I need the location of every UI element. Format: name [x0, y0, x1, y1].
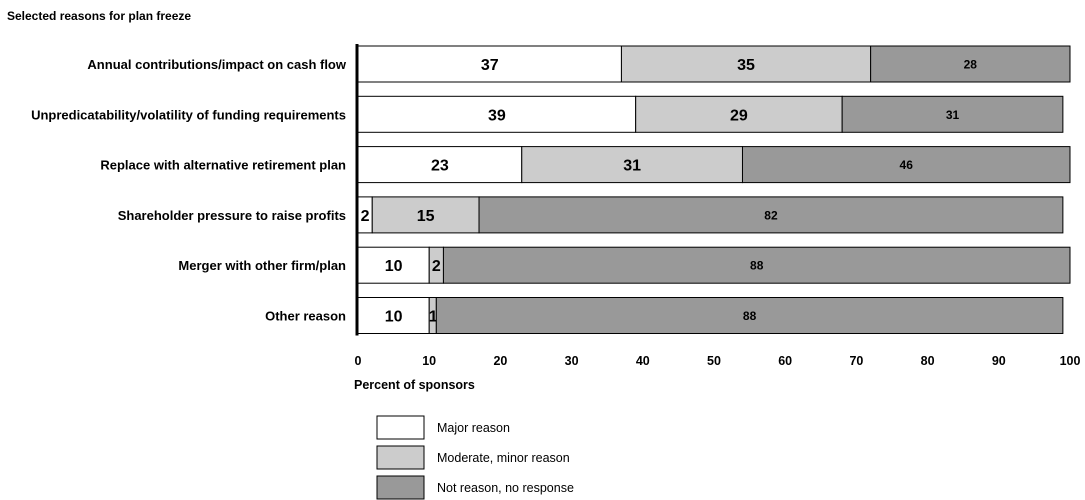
legend-label: Major reason: [437, 421, 510, 435]
legend-swatch: [376, 445, 425, 470]
data-label: 29: [730, 107, 748, 124]
category-label: Unpredicatability/volatility of funding …: [31, 107, 346, 122]
data-label: 10: [385, 309, 403, 326]
x-tick-label: 30: [565, 354, 579, 368]
bars-group: 37 35 28 39 29 31 23 31 46 2 15 82 10 2 88 10 1 88: [357, 45, 1071, 334]
bar-segment-not-reason: [442, 246, 1071, 284]
data-label: 31: [623, 158, 641, 175]
x-tick-labels-group: 0 10 20 30 40 50 60 70 80 90 100: [355, 354, 1081, 368]
bar-segment-not-reason: [435, 297, 1064, 334]
x-tick-label: 40: [636, 354, 650, 368]
data-label: 23: [431, 158, 449, 175]
x-tick-label: 50: [707, 354, 721, 368]
data-label: 15: [417, 208, 435, 225]
x-tick-label: 90: [992, 354, 1006, 368]
bar-segment-major: [357, 45, 622, 83]
bar-segment-not-reason: [870, 45, 1071, 83]
bar-segment-moderate: [635, 95, 843, 133]
x-tick-label: 10: [422, 354, 436, 368]
category-labels-group: Annual contributions/impact on cash flow…: [31, 57, 347, 324]
data-label: 10: [385, 258, 403, 275]
category-label: Replace with alternative retirement plan: [100, 158, 346, 173]
legend-swatch: [376, 415, 425, 440]
data-label: 46: [900, 158, 914, 172]
category-label: Other reason: [265, 309, 346, 324]
bar-segment-major: [357, 297, 430, 334]
bar-segment-major: [357, 95, 637, 133]
data-label: 88: [743, 309, 757, 323]
legend-label: Moderate, minor reason: [437, 451, 570, 465]
x-tick-label: 60: [778, 354, 792, 368]
x-tick-label: 80: [921, 354, 935, 368]
bar-segment-moderate: [620, 45, 872, 83]
category-label: Merger with other firm/plan: [178, 258, 346, 273]
bar-segment-moderate: [371, 196, 480, 234]
data-label: 39: [488, 107, 506, 124]
legend: Major reason Moderate, minor reason Not re…: [376, 415, 574, 500]
category-label: Shareholder pressure to raise profits: [118, 208, 346, 223]
x-tick-label: 100: [1060, 354, 1081, 368]
bar-segment-not-reason: [478, 196, 1064, 234]
data-label: 28: [964, 58, 978, 72]
data-label: 88: [750, 259, 764, 273]
bar-segment-not-reason: [741, 146, 1071, 184]
legend-swatch: [376, 475, 425, 500]
x-axis-title: Percent of sponsors: [354, 378, 475, 392]
x-tick-label: 70: [849, 354, 863, 368]
data-label: 1: [429, 309, 438, 326]
data-label: 2: [361, 208, 370, 225]
category-label: Annual contributions/impact on cash flow: [87, 57, 346, 72]
bar-segment-major: [357, 146, 523, 184]
data-label: 2: [432, 258, 441, 275]
x-tick-label: 20: [493, 354, 507, 368]
bar-segment-not-reason: [841, 95, 1064, 133]
data-label: 82: [764, 208, 778, 222]
data-label: 31: [946, 108, 960, 122]
data-label: 35: [737, 57, 755, 74]
bar-segment-major: [357, 246, 430, 284]
legend-label: Not reason, no response: [437, 481, 574, 495]
x-tick-label: 0: [355, 354, 362, 368]
bar-segment-moderate: [521, 146, 743, 184]
data-label: 37: [481, 57, 499, 74]
chart-title: Selected reasons for plan freeze: [7, 9, 191, 23]
